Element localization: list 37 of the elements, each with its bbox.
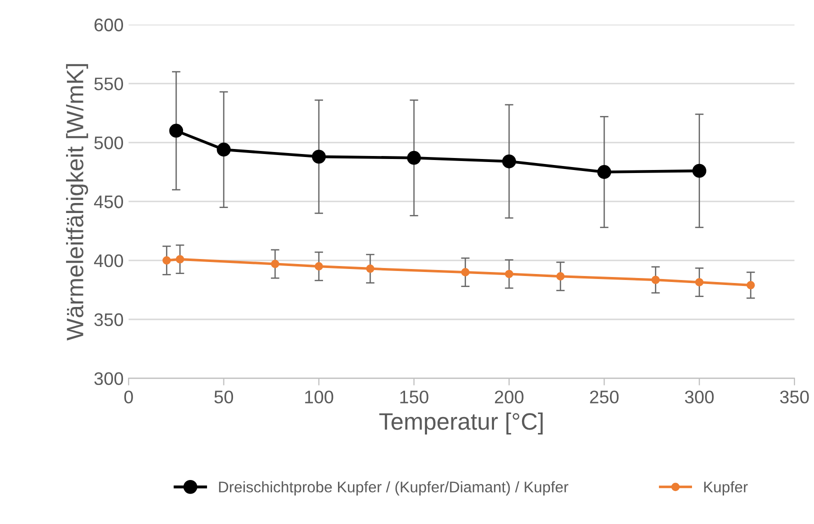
x-tick-label: 0 — [124, 390, 133, 404]
legend-label: Dreischichtprobe Kupfer / (Kupfer/Diamant) / Kupfer — [219, 481, 568, 496]
y-tick-label: 600 — [94, 18, 124, 32]
point — [556, 272, 565, 281]
point — [504, 270, 514, 278]
x-tick-label: 350 — [780, 390, 809, 404]
x-tick-label: 50 — [214, 390, 234, 404]
x-tick-label: 150 — [400, 390, 428, 404]
point — [502, 154, 516, 168]
point — [216, 142, 231, 157]
point — [597, 165, 612, 179]
legend-label: Kupfer — [704, 481, 748, 496]
point — [461, 268, 470, 276]
y-tick-label: 550 — [94, 78, 124, 90]
point — [162, 256, 171, 265]
y-axis-title: Wärmeleitfähigkeit [W/mK] — [66, 64, 88, 340]
point — [312, 150, 326, 164]
y-tick-label: 400 — [94, 254, 124, 268]
y-tick-label: 350 — [94, 313, 124, 326]
x-tick-label: 300 — [684, 390, 714, 404]
point — [366, 264, 374, 273]
point — [651, 276, 660, 284]
point — [314, 262, 324, 270]
y-tick-label: 300 — [94, 372, 124, 386]
point — [169, 124, 184, 138]
point — [407, 150, 421, 165]
x-tick-label: 100 — [305, 390, 334, 404]
point — [270, 260, 280, 268]
y-tick-label: 500 — [94, 136, 124, 150]
x-tick-label: 200 — [494, 390, 524, 404]
point — [746, 281, 755, 290]
y-tick-label: 450 — [94, 195, 124, 208]
x-axis-title: Temperatur [°C] — [379, 412, 543, 435]
x-tick-label: 250 — [590, 390, 619, 404]
point — [695, 278, 704, 286]
point — [692, 164, 706, 178]
point — [176, 255, 184, 264]
